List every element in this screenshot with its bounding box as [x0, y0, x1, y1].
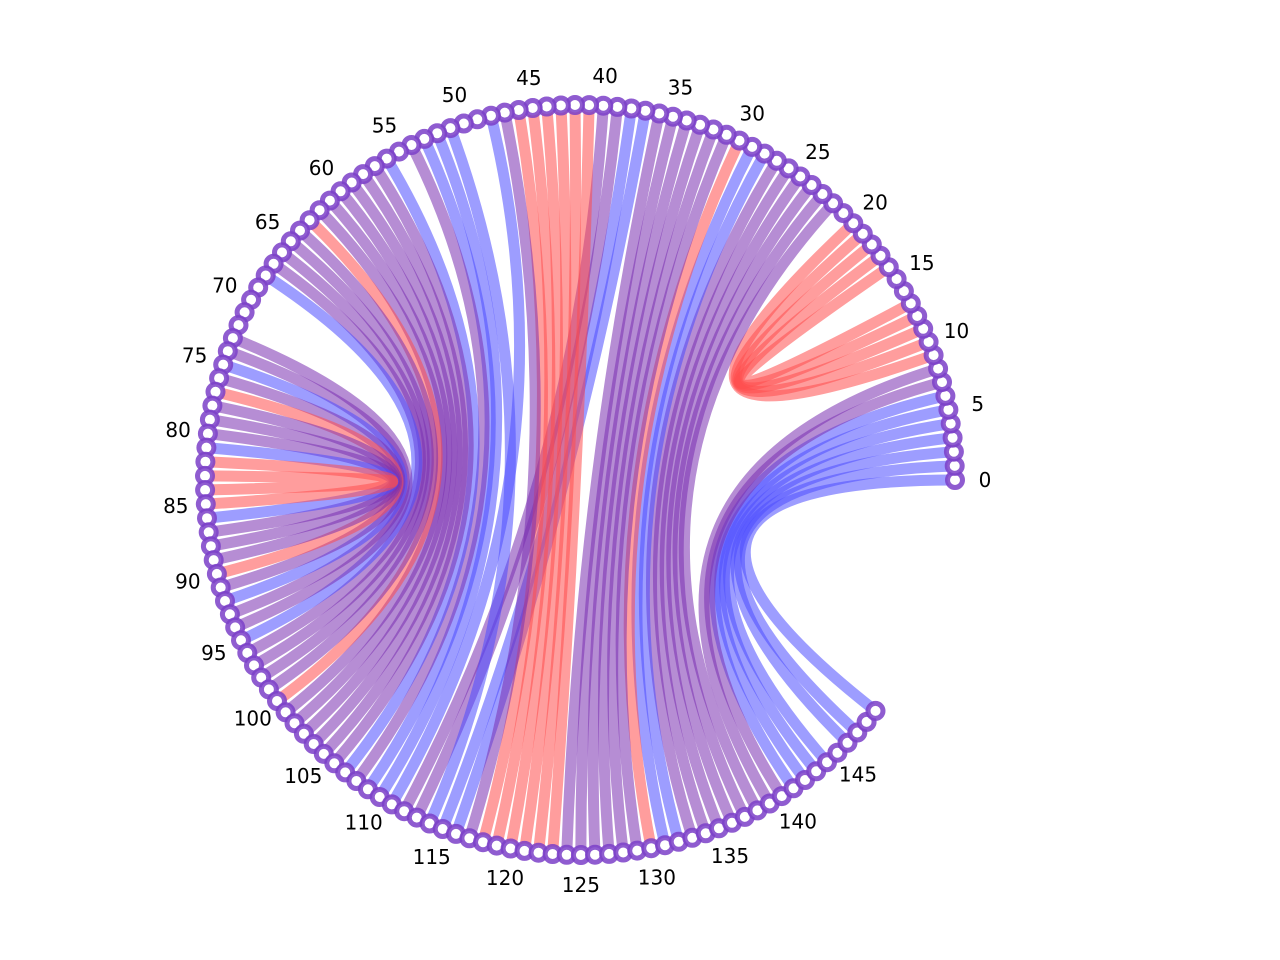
tick-label-15: 15 — [909, 251, 934, 275]
tick-label-65: 65 — [255, 210, 280, 234]
tick-label-145: 145 — [839, 763, 877, 787]
tick-label-80: 80 — [165, 418, 190, 442]
connection-arc-24-136 — [666, 179, 818, 829]
tick-label-115: 115 — [413, 845, 451, 869]
tick-label-140: 140 — [779, 809, 817, 833]
tick-label-10: 10 — [944, 319, 969, 343]
connection-arc-26-134 — [652, 162, 795, 839]
tick-label-125: 125 — [562, 873, 600, 897]
tick-label-60: 60 — [309, 156, 334, 180]
connection-arc-36-124 — [561, 108, 665, 861]
tick-label-105: 105 — [284, 764, 322, 788]
tick-label-20: 20 — [862, 191, 887, 215]
connection-arc-45-119 — [491, 102, 556, 852]
connection-arc-33-127 — [597, 119, 706, 860]
connection-arc-29-131 — [631, 141, 758, 851]
connection-arc-53-109 — [362, 133, 496, 795]
tick-label-45: 45 — [516, 66, 541, 90]
connection-arc-47-117 — [463, 107, 541, 844]
node-149 — [865, 700, 886, 721]
connection-arc-13-16 — [734, 261, 917, 389]
tick-label-90: 90 — [175, 569, 200, 593]
tick-label-5: 5 — [971, 392, 984, 416]
tick-label-35: 35 — [668, 76, 693, 100]
connection-arcs — [199, 99, 961, 861]
tick-label-75: 75 — [182, 343, 207, 367]
tick-label-50: 50 — [442, 83, 467, 107]
tick-label-30: 30 — [739, 101, 764, 125]
connection-arc-41-123 — [547, 99, 595, 860]
tick-label-110: 110 — [345, 810, 383, 834]
tick-label-85: 85 — [163, 494, 188, 518]
connection-arc-83-84 — [199, 470, 398, 496]
connection-arc-43-121 — [519, 100, 572, 857]
connection-arc-28-132 — [638, 148, 771, 848]
connection-arc-30-130 — [623, 135, 745, 854]
connection-arc-32-128 — [607, 124, 719, 858]
connection-arc-34-126 — [587, 115, 693, 861]
connection-arc-22-138 — [678, 197, 839, 816]
connection-arc-68-95 — [235, 270, 423, 646]
tick-label-95: 95 — [201, 641, 226, 665]
connection-arc-27-133 — [646, 155, 783, 844]
connection-arc-35-125 — [575, 111, 679, 861]
tick-label-100: 100 — [234, 707, 272, 731]
node-ring — [195, 95, 965, 865]
connection-arc-23-137 — [672, 188, 828, 823]
tick-label-120: 120 — [486, 866, 524, 890]
connection-arc-42-122 — [533, 99, 582, 859]
tick-label-70: 70 — [212, 273, 237, 297]
tick-labels: 0 5 10 15 20 25 30 35 40 45 50 55 60 65 70 75 80 85 90 95 10… — [163, 64, 991, 897]
connection-arc-44-120 — [505, 101, 563, 854]
connection-arc-8-139 — [698, 363, 944, 809]
tick-label-25: 25 — [805, 140, 830, 164]
tick-label-135: 135 — [711, 844, 749, 868]
tick-label-0: 0 — [979, 468, 992, 492]
connection-arc-52-110 — [374, 127, 503, 803]
connection-arc-51-114 — [424, 122, 516, 829]
tick-label-40: 40 — [592, 64, 617, 88]
connection-arc-46-118 — [477, 104, 548, 848]
connection-arc-31-129 — [615, 129, 733, 857]
tick-label-55: 55 — [372, 113, 397, 137]
connection-arc-54-108 — [350, 139, 490, 787]
connection-arc-25-135 — [659, 171, 806, 834]
tick-label-130: 130 — [638, 866, 676, 890]
